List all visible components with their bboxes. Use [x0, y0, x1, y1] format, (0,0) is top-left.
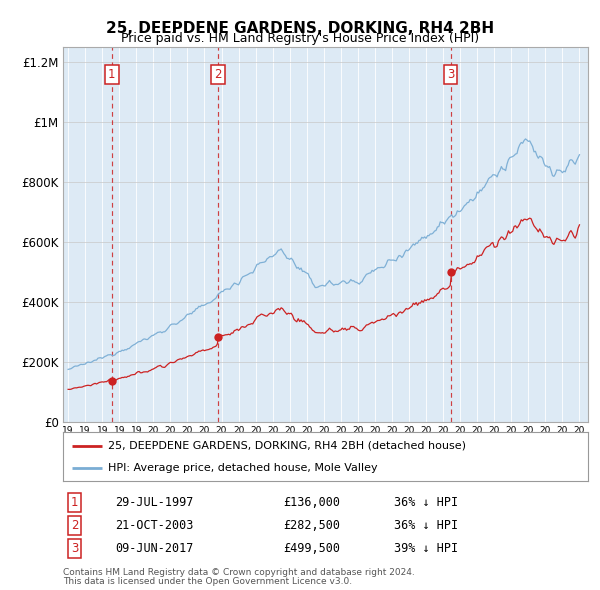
Text: 3: 3 — [71, 542, 78, 555]
Text: £136,000: £136,000 — [284, 496, 341, 509]
Text: 25, DEEPDENE GARDENS, DORKING, RH4 2BH (detached house): 25, DEEPDENE GARDENS, DORKING, RH4 2BH (… — [107, 441, 466, 451]
Text: 21-OCT-2003: 21-OCT-2003 — [115, 519, 194, 532]
Text: 2: 2 — [71, 519, 78, 532]
Text: Price paid vs. HM Land Registry's House Price Index (HPI): Price paid vs. HM Land Registry's House … — [121, 32, 479, 45]
Text: 09-JUN-2017: 09-JUN-2017 — [115, 542, 194, 555]
Text: £499,500: £499,500 — [284, 542, 341, 555]
Text: 36% ↓ HPI: 36% ↓ HPI — [394, 496, 458, 509]
Text: 1: 1 — [108, 68, 116, 81]
Text: This data is licensed under the Open Government Licence v3.0.: This data is licensed under the Open Gov… — [63, 577, 352, 586]
Text: 25, DEEPDENE GARDENS, DORKING, RH4 2BH: 25, DEEPDENE GARDENS, DORKING, RH4 2BH — [106, 21, 494, 35]
Text: 39% ↓ HPI: 39% ↓ HPI — [394, 542, 458, 555]
Text: 3: 3 — [447, 68, 454, 81]
Text: Contains HM Land Registry data © Crown copyright and database right 2024.: Contains HM Land Registry data © Crown c… — [63, 568, 415, 576]
Text: 1: 1 — [71, 496, 78, 509]
Text: HPI: Average price, detached house, Mole Valley: HPI: Average price, detached house, Mole… — [107, 463, 377, 473]
Text: 29-JUL-1997: 29-JUL-1997 — [115, 496, 194, 509]
Text: 36% ↓ HPI: 36% ↓ HPI — [394, 519, 458, 532]
Text: 2: 2 — [214, 68, 222, 81]
Text: £282,500: £282,500 — [284, 519, 341, 532]
